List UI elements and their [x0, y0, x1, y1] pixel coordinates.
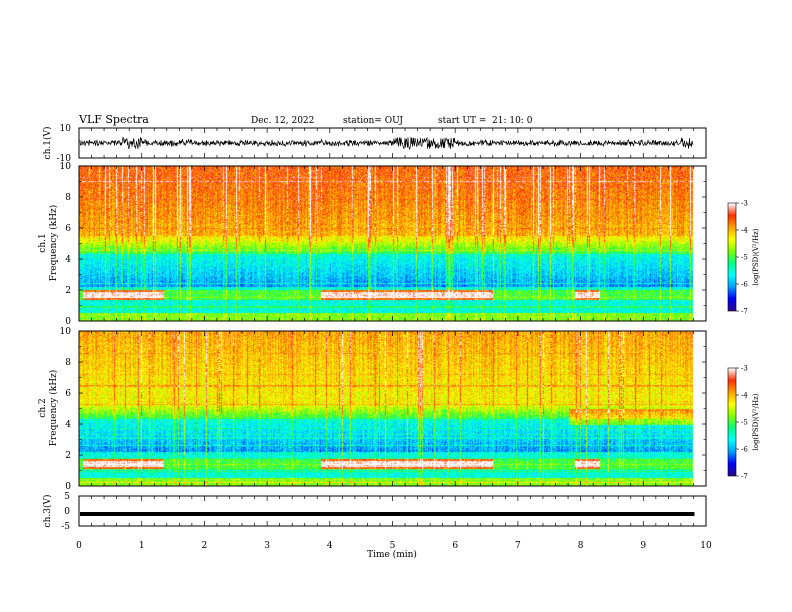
- x-tick-label-3: 3: [264, 541, 270, 551]
- ch1-spectrogram-ticks: [78, 166, 707, 321]
- ch3-waveform-ylabel: ch.3(V): [42, 495, 53, 528]
- ch1-cbar-label--3: -3: [741, 200, 748, 208]
- ch3-waveform-line: [80, 512, 695, 516]
- ch1-spectrogram-panel: 0 2 4 6 8 10 ch.1 Frequency (kHz): [38, 162, 707, 327]
- ch2-spectrogram-panel: 0 2 4 6 8 10 ch.2 Frequency (kHz): [38, 327, 707, 492]
- ch2-spectrogram-ticks: [78, 331, 707, 486]
- ch2-spectrogram-yticks: 0 2 4 6 8 10: [60, 327, 706, 492]
- ch1-cbar-label--7: -7: [741, 308, 748, 316]
- ch1-spec-ytick-label-6: 6: [65, 224, 71, 234]
- ch2-cbar-label--6: -6: [741, 446, 748, 454]
- ch1-ytick-bottom: -10: [57, 154, 72, 164]
- x-tick-label-9: 9: [640, 541, 646, 551]
- ch1-colorbar: -3 -4 -5 -6 -7 log(PSD)(V²/Hz): [727, 200, 760, 316]
- ch1-waveform-ticks: [78, 128, 707, 158]
- ch2-spectrogram-image: [79, 331, 706, 486]
- ch1-spec-ytick-label-8: 8: [65, 193, 71, 203]
- ch1-spectrogram-image: [79, 166, 706, 321]
- ch2-colorbar-ticks: -3 -4 -5 -6 -7: [736, 365, 748, 481]
- ch2-colorbar-image: [728, 368, 736, 476]
- ch3-ytick-top: 5: [64, 492, 70, 502]
- ch1-spec-ytick-label-0: 0: [65, 317, 71, 327]
- ch1-waveform-panel: ch.1(V) 10 -10: [42, 124, 707, 164]
- ch2-spec-ytick-label-10: 10: [60, 327, 72, 337]
- ch2-cbar-label--3: -3: [741, 365, 748, 373]
- x-axis-label: Time (min): [367, 549, 417, 560]
- ch1-spectrogram-ylabel: Frequency (kHz): [48, 205, 59, 282]
- ch1-waveform-ylabel: ch.1(V): [42, 127, 53, 160]
- ch1-colorbar-label: log(PSD)(V²/Hz): [752, 228, 760, 285]
- ch2-cbar-label--7: -7: [741, 473, 748, 481]
- ch3-waveform-panel: ch.3(V) 5 0 -5: [42, 492, 707, 532]
- ch1-ytick-top: 10: [60, 124, 72, 134]
- x-tick-label-1: 1: [139, 541, 145, 551]
- figure-start-label: start UT =: [438, 116, 486, 126]
- ch1-cbar-label--4: -4: [741, 227, 748, 235]
- ch2-spec-ytick-label-8: 8: [65, 358, 71, 368]
- x-tick-label-4: 4: [327, 541, 333, 551]
- x-tick-label-5: 5: [390, 541, 396, 551]
- ch1-spec-ytick-label-4: 4: [65, 255, 71, 265]
- ch2-colorbar: -3 -4 -5 -6 -7 log(PSD)(V²/Hz): [727, 365, 760, 481]
- ch2-colorbar-label: log(PSD)(V²/Hz): [752, 393, 760, 450]
- ch1-cbar-label--6: -6: [741, 281, 748, 289]
- ch1-spec-ytick-label-2: 2: [65, 286, 71, 296]
- ch3-ytick-bottom: -5: [61, 522, 70, 532]
- figure-date: Dec. 12, 2022: [251, 116, 314, 126]
- ch1-spectrogram-channel-label: ch.1: [38, 233, 48, 252]
- ch1-spec-ytick-label-10: 10: [60, 162, 72, 172]
- ch2-spec-ytick-label-4: 4: [65, 420, 71, 430]
- x-tick-label-7: 7: [515, 541, 521, 551]
- ch1-spectrogram-yticks: 0 2 4 6 8 10: [60, 162, 706, 327]
- x-tick-label-8: 8: [578, 541, 584, 551]
- ch1-cbar-label--5: -5: [741, 254, 748, 262]
- figure-station: station= OUJ: [343, 116, 403, 126]
- x-tick-label-2: 2: [202, 541, 208, 551]
- figure-start-time: 21: 10: 0: [492, 116, 533, 126]
- ch2-cbar-label--5: -5: [741, 419, 748, 427]
- ch2-spec-ytick-label-0: 0: [65, 482, 71, 492]
- x-tick-label-6: 6: [452, 541, 458, 551]
- ch2-cbar-label--4: -4: [741, 392, 748, 400]
- x-axis-tick-labels: 0 1 2 3 4 5 6 7 8 9 10: [76, 541, 712, 551]
- x-tick-label-0: 0: [76, 541, 82, 551]
- ch3-waveform-ticks: [78, 496, 707, 526]
- figure-title: VLF Spectra: [78, 113, 149, 126]
- ch1-waveform-line: [79, 136, 694, 151]
- ch3-ytick-mid: 0: [64, 507, 70, 517]
- ch2-spectrogram-ylabel: Frequency (kHz): [48, 370, 59, 447]
- x-tick-label-10: 10: [700, 541, 712, 551]
- ch1-colorbar-ticks: -3 -4 -5 -6 -7: [736, 200, 748, 316]
- ch2-spec-ytick-label-6: 6: [65, 389, 71, 399]
- ch1-colorbar-image: [728, 203, 736, 311]
- ch2-spectrogram-channel-label: ch.2: [38, 398, 48, 417]
- ch2-spec-ytick-label-2: 2: [65, 451, 71, 461]
